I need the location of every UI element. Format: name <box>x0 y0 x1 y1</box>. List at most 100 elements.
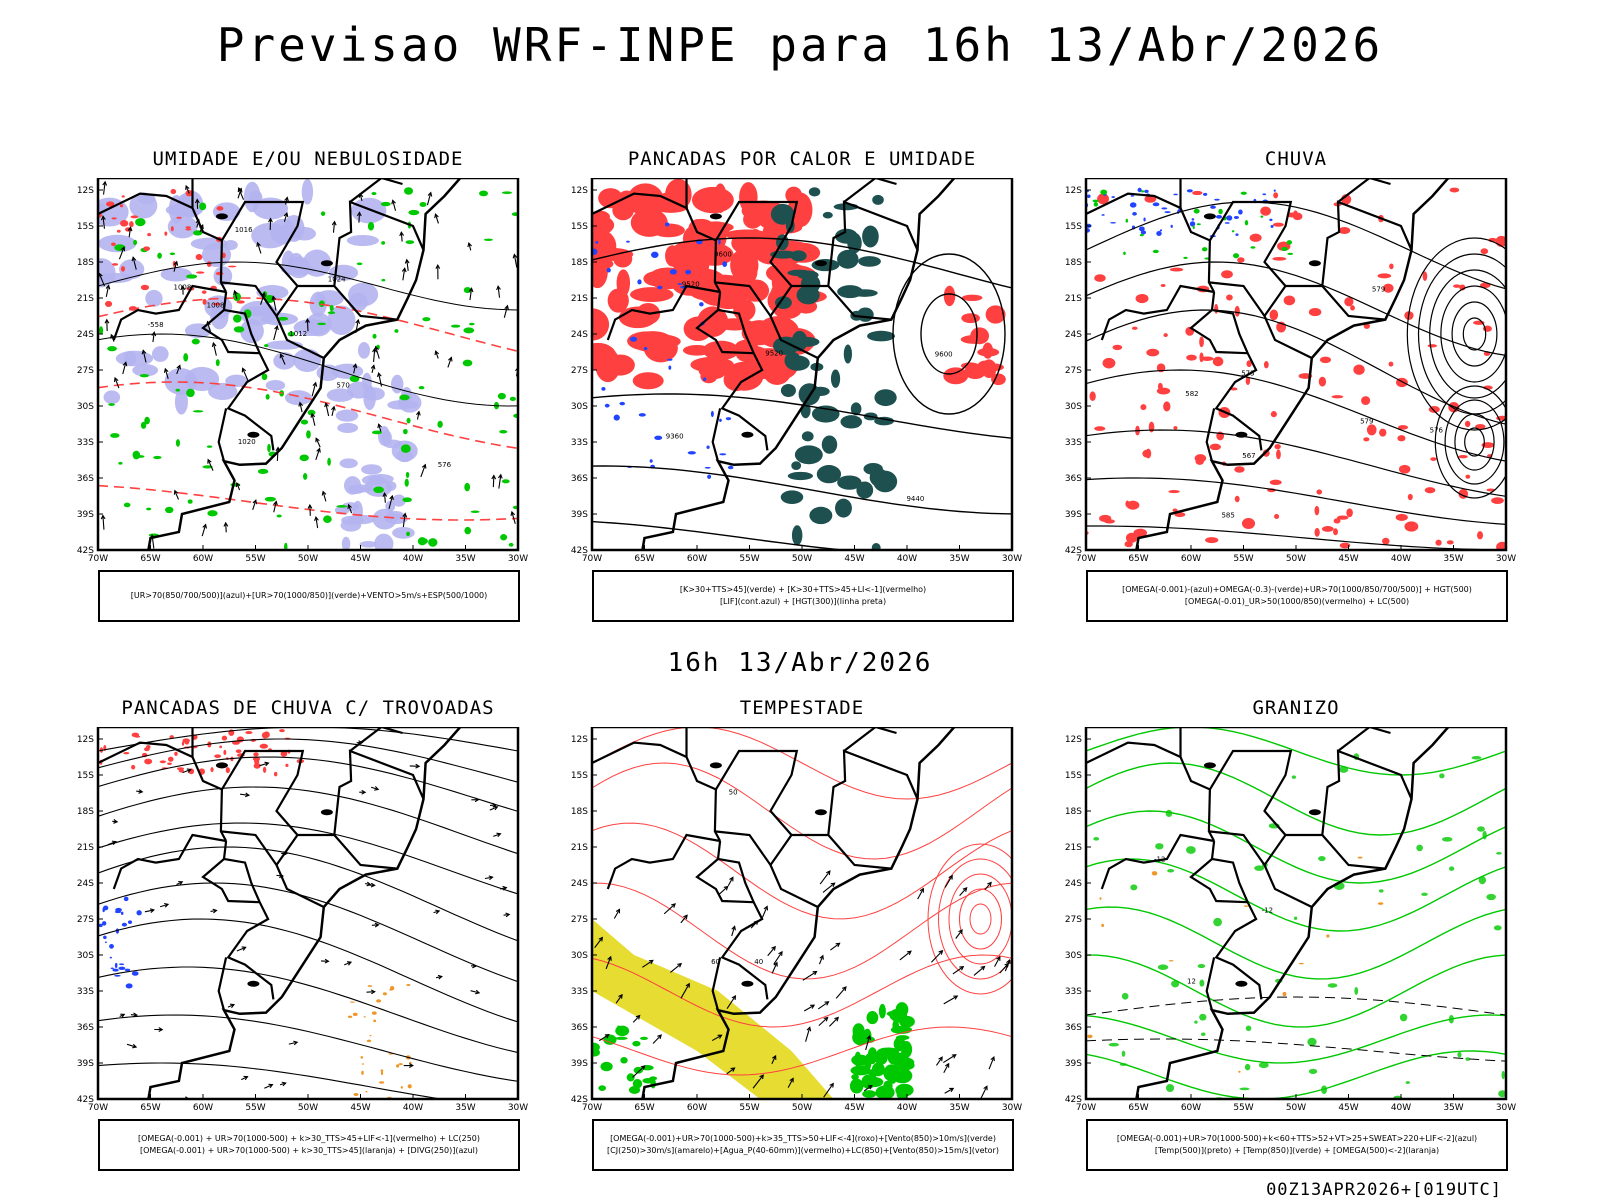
shade-blob <box>219 745 223 749</box>
contour-line <box>592 237 1012 289</box>
shade-blob <box>483 238 493 242</box>
shade-blob <box>277 316 289 321</box>
legend-line: [OMEGA(-0.001)+UR>70(1000-500)+k<60+TTS>… <box>1116 1134 1478 1143</box>
wind-arrow <box>272 296 277 311</box>
lat-tick-label: 42S <box>77 546 94 556</box>
wind-arrow-head <box>138 789 144 794</box>
shade-blob <box>1357 856 1363 859</box>
lat-tick-label: 39S <box>571 1059 588 1069</box>
shade-blob <box>791 461 802 470</box>
shade-blob <box>1140 404 1147 411</box>
wind-arrow <box>260 292 266 305</box>
shade-blob <box>642 1077 654 1084</box>
contour-label: 582 <box>1185 390 1198 398</box>
lon-tick-label: 50W <box>1286 554 1306 564</box>
wind-arrow-head <box>493 805 499 811</box>
border-line <box>606 284 721 341</box>
shade-blob <box>261 732 268 739</box>
wind-arrow-head <box>104 318 110 324</box>
shade-blob <box>169 252 176 256</box>
shade-blob <box>1477 826 1485 832</box>
lake-mark <box>1235 431 1248 438</box>
shade-blob <box>1397 435 1406 442</box>
wind-arrow <box>731 926 736 937</box>
shade-blob <box>727 465 734 470</box>
shade-blob <box>1270 411 1277 418</box>
shade-blob <box>1269 218 1273 222</box>
wind-arrow <box>152 332 155 343</box>
border-line <box>1321 200 1413 287</box>
shade-blob <box>450 324 461 328</box>
wind-arrow-head <box>677 962 683 968</box>
shade-blob <box>1194 454 1207 463</box>
contour-line <box>1086 1014 1506 1064</box>
lat-tick-label: 24S <box>1065 879 1082 889</box>
shade-blob <box>1234 466 1245 473</box>
shade-blob <box>843 344 853 364</box>
closed-contours <box>1434 385 1506 499</box>
wind-arrow-head <box>141 349 147 355</box>
shade-blob <box>129 221 134 228</box>
lat-tick-label: 12S <box>77 186 94 196</box>
east-coastline <box>641 727 956 1099</box>
shade-blob <box>1465 474 1471 479</box>
wind-arrow-head <box>178 881 184 886</box>
wind-arrow <box>761 906 768 918</box>
wind-arrow <box>955 929 963 939</box>
shade-blob <box>1378 889 1384 893</box>
map-content: 585 579 573 567 576 579 582 <box>1086 178 1506 550</box>
wind-arrow-head <box>906 950 912 956</box>
wind-arrow <box>863 1085 873 1092</box>
wind-arrow <box>803 1004 815 1012</box>
panel-title: PANCADAS DE CHUVA C/ TROVOADAS <box>121 697 495 719</box>
wind-arrow <box>988 1056 995 1070</box>
wind-arrow-head <box>829 1082 834 1088</box>
contour-line <box>592 882 1012 980</box>
shade-blob <box>872 194 884 205</box>
shade-blob <box>1192 190 1203 196</box>
contour-lines <box>1086 201 1506 550</box>
lon-tick-label: 70W <box>1076 1103 1096 1113</box>
wind-arrow-head <box>980 965 986 971</box>
shade-blob <box>1199 336 1204 348</box>
wind-arrow-head <box>281 1081 287 1087</box>
shade-blob <box>511 212 518 217</box>
wind-arrow <box>984 882 992 890</box>
shade-blob <box>207 510 218 517</box>
wind-arrow <box>711 1034 722 1042</box>
shade-blob <box>348 514 375 525</box>
forecast-map: 585 579 573 567 576 579 582 12S 15S 18S 21S 24S 27S 3… <box>1065 178 1516 564</box>
shade-blob <box>254 758 260 765</box>
shade-blob <box>985 305 1006 324</box>
shade-blob <box>1092 199 1099 203</box>
wind-arrow <box>122 362 127 375</box>
shade-blob <box>1089 391 1096 402</box>
closed-contour <box>1444 399 1505 485</box>
shade-blob <box>1448 1014 1454 1024</box>
wind-arrow-head <box>176 364 181 370</box>
lat-tick-label: 21S <box>571 294 588 304</box>
wind-arrow-head <box>237 187 243 193</box>
shade-blob <box>167 762 172 766</box>
wind-arrow-head <box>346 961 353 966</box>
lat-tick-label: 36S <box>1065 1023 1082 1033</box>
panel-legend: [OMEGA(-0.001)-(azul)+OMEGA(-0.3)-(verde… <box>1086 570 1508 622</box>
shade-blob <box>1144 189 1149 194</box>
shade-blob <box>630 208 668 237</box>
wind-arrow-head <box>352 363 358 369</box>
model-run-footer: 00Z13APR2026+[019UTC] <box>1266 1180 1502 1200</box>
border-line <box>769 315 819 359</box>
shade-blob <box>405 240 415 244</box>
forecast-time-subtitle: 16h 13/Abr/2026 <box>667 648 933 678</box>
shade-blob <box>225 374 248 388</box>
border-line <box>695 858 754 904</box>
shade-blob <box>1170 224 1173 228</box>
shade-blob <box>1193 208 1200 214</box>
shade-blob <box>895 1002 909 1017</box>
shade-blob <box>349 1001 355 1003</box>
shade-blob <box>790 250 807 262</box>
shade-blob <box>698 359 728 380</box>
shade-blob <box>887 1048 899 1065</box>
shade-blob <box>1169 267 1184 272</box>
wind-arrow <box>598 1034 610 1042</box>
